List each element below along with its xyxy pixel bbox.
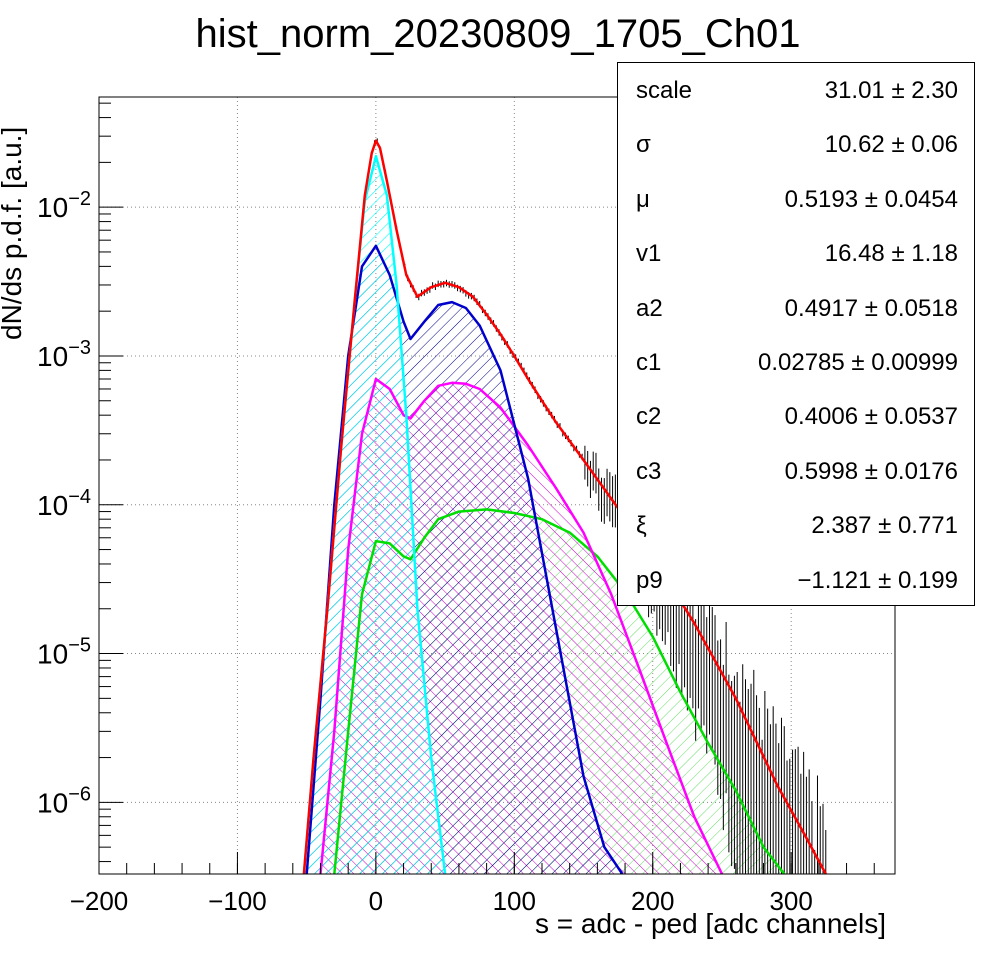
stat-row: scale 31.01 ± 2.30 xyxy=(618,63,974,117)
stat-row: v1 16.48 ± 1.18 xyxy=(618,226,974,280)
stat-name: v1 xyxy=(636,240,662,268)
stat-row: μ 0.5193 ± 0.0454 xyxy=(618,172,974,226)
y-axis-label: dN/ds p.d.f. [a.u.] xyxy=(0,126,27,340)
x-tick-label: 100 xyxy=(493,886,536,916)
stat-row: c2 0.4006 ± 0.0537 xyxy=(618,389,974,443)
x-tick-label: −200 xyxy=(70,886,129,916)
y-tick-label: 10−3 xyxy=(37,337,91,372)
green-component-curve xyxy=(333,508,786,874)
stat-value: 16.48 ± 1.18 xyxy=(824,240,958,268)
magenta-component-curve xyxy=(319,377,724,874)
fill-areas xyxy=(303,156,785,874)
stat-name: μ xyxy=(636,185,650,213)
stat-value: 31.01 ± 2.30 xyxy=(824,77,958,104)
stat-value: 2.387 ± 0.771 xyxy=(811,512,958,540)
x-tick-label: 0 xyxy=(369,886,383,916)
stat-value: −1.121 ± 0.199 xyxy=(797,566,958,594)
chart-title: hist_norm_20230809_1705_Ch01 xyxy=(195,12,801,56)
stat-row: a2 0.4917 ± 0.0518 xyxy=(618,281,974,335)
stat-value: 0.4917 ± 0.0518 xyxy=(784,294,958,322)
stat-row: ξ 2.387 ± 0.771 xyxy=(618,498,974,552)
stat-name: a2 xyxy=(636,294,663,322)
y-tick-label: 10−5 xyxy=(37,635,91,670)
stat-value: 10.62 ± 0.06 xyxy=(824,131,958,159)
stat-name: σ xyxy=(636,131,651,159)
axis-ticks: −200 −100 0 100 200 300 10−6 10−5 10−4 10−3 10−2 xyxy=(37,102,875,916)
fit-statistics-box: scale 31.01 ± 2.30 σ 10.62 ± 0.06 μ 0.5193 ± … xyxy=(617,62,975,606)
stat-value: 0.5998 ± 0.0176 xyxy=(784,457,958,485)
stat-name: p9 xyxy=(636,566,663,594)
y-tick-label: 10−2 xyxy=(37,188,91,223)
stat-value: 0.02785 ± 0.00999 xyxy=(757,349,958,376)
x-tick-label: 300 xyxy=(769,886,812,916)
stat-name: scale xyxy=(636,77,693,104)
stat-name: c3 xyxy=(636,457,662,485)
stat-name: ξ xyxy=(636,512,647,540)
y-tick-label: 10−4 xyxy=(37,486,91,521)
x-tick-label: −100 xyxy=(208,886,267,916)
stat-row: σ 10.62 ± 0.06 xyxy=(618,117,974,171)
stat-name: c2 xyxy=(636,403,662,431)
stat-name: c1 xyxy=(636,349,662,376)
y-tick-label: 10−6 xyxy=(37,783,91,818)
stat-row: c3 0.5998 ± 0.0176 xyxy=(618,444,974,498)
x-axis-label: s = adc - ped [adc channels] xyxy=(535,908,886,939)
stat-row: p9 −1.121 ± 0.199 xyxy=(618,553,974,607)
stat-value: 0.4006 ± 0.0537 xyxy=(784,403,958,431)
cyan-component-fill xyxy=(303,156,446,874)
stat-row: c1 0.02785 ± 0.00999 xyxy=(618,335,974,389)
x-tick-label: 200 xyxy=(631,886,674,916)
stat-value: 0.5193 ± 0.0454 xyxy=(784,185,958,213)
